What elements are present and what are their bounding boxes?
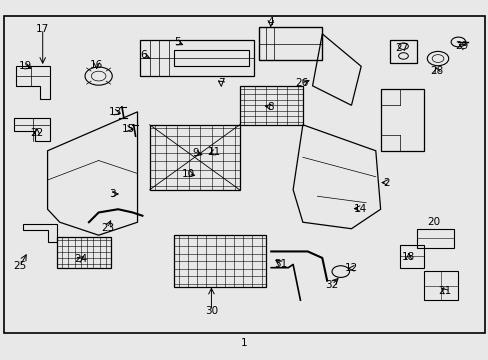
Text: 30: 30 <box>204 306 218 316</box>
Text: 10: 10 <box>182 168 195 179</box>
Text: 8: 8 <box>267 102 273 112</box>
Text: 16: 16 <box>90 60 103 70</box>
Text: 17: 17 <box>36 24 49 34</box>
Text: 11: 11 <box>207 147 221 157</box>
Text: 28: 28 <box>429 66 443 76</box>
Text: 22: 22 <box>30 128 43 138</box>
Text: 25: 25 <box>13 261 26 271</box>
Text: 6: 6 <box>140 50 146 60</box>
Text: 1: 1 <box>241 338 247 348</box>
Bar <box>4 16 484 333</box>
Text: 21: 21 <box>437 286 450 296</box>
Text: 32: 32 <box>325 280 338 289</box>
Text: 4: 4 <box>267 18 273 27</box>
Text: 14: 14 <box>353 203 366 213</box>
Text: 20: 20 <box>427 217 440 227</box>
Text: 18: 18 <box>402 252 415 262</box>
Text: 5: 5 <box>174 37 181 47</box>
Text: 7: 7 <box>218 78 224 88</box>
Text: 24: 24 <box>74 253 87 264</box>
Text: 2: 2 <box>383 177 389 188</box>
Text: 3: 3 <box>109 189 115 199</box>
Text: 13: 13 <box>109 107 122 117</box>
Text: 31: 31 <box>274 259 287 269</box>
Text: 15: 15 <box>122 124 135 134</box>
Text: 27: 27 <box>394 42 407 53</box>
Text: 23: 23 <box>101 223 114 233</box>
Text: 9: 9 <box>192 148 199 158</box>
Text: 29: 29 <box>455 41 468 51</box>
Text: 12: 12 <box>344 263 357 273</box>
Text: 26: 26 <box>295 78 308 88</box>
Text: 19: 19 <box>19 61 32 71</box>
